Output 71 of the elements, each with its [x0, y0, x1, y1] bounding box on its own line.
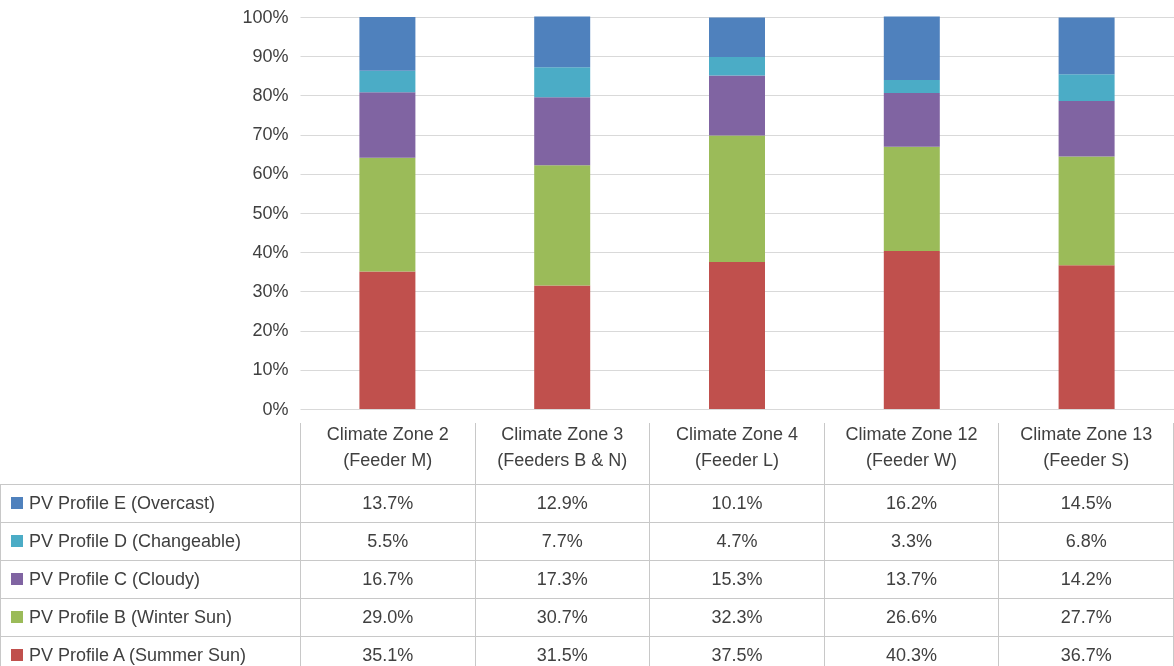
- legend-label: PV Profile D (Changeable): [0, 522, 301, 561]
- y-tick-label: 60%: [252, 163, 289, 184]
- data-label: 5.5%: [300, 522, 476, 561]
- data-label: 13.7%: [824, 560, 999, 599]
- bar: [709, 56, 765, 76]
- x-tick-label: Climate Zone 2 (Feeder M): [300, 409, 476, 485]
- x-tick-label: Climate Zone 3 (Feeders B & N): [475, 409, 650, 485]
- data-label: 12.9%: [475, 484, 650, 523]
- data-label: 36.7%: [998, 636, 1174, 666]
- y-tick-label: 90%: [252, 45, 289, 66]
- bar: [883, 251, 940, 409]
- data-label: 29.0%: [300, 598, 476, 637]
- bar: [1058, 265, 1115, 409]
- data-label: 16.2%: [824, 484, 999, 523]
- x-tick-label: Climate Zone 4 (Feeder L): [649, 409, 825, 485]
- data-label: 27.7%: [998, 598, 1174, 637]
- bar: [709, 75, 765, 136]
- x-tick-label: Climate Zone 13 (Feeder S): [998, 409, 1174, 485]
- bar: [883, 93, 940, 147]
- data-label: 4.7%: [649, 522, 825, 561]
- legend-label: PV Profile A (Summer Sun): [0, 636, 301, 666]
- bar: [534, 165, 591, 286]
- data-label: 31.5%: [475, 636, 650, 666]
- bar: [359, 70, 416, 93]
- data-label: 14.5%: [998, 484, 1174, 523]
- data-label: 6.8%: [998, 522, 1174, 561]
- y-tick-label: 30%: [252, 280, 289, 301]
- data-label: 40.3%: [824, 636, 999, 666]
- legend-label: PV Profile C (Cloudy): [0, 560, 301, 599]
- y-tick-label: 10%: [252, 359, 289, 380]
- y-tick-label: 100%: [242, 6, 289, 27]
- y-tick-label: 80%: [252, 84, 289, 105]
- bar: [534, 97, 591, 166]
- data-label: 14.2%: [998, 560, 1174, 599]
- data-label: 17.3%: [475, 560, 650, 599]
- bar: [1058, 17, 1115, 75]
- bar: [359, 271, 416, 409]
- bar: [1058, 156, 1115, 266]
- data-label: 10.1%: [649, 484, 825, 523]
- bar: [883, 146, 940, 252]
- bar: [709, 262, 765, 409]
- y-tick-label: 40%: [252, 241, 289, 262]
- bar: [1058, 100, 1115, 157]
- bar: [709, 135, 765, 262]
- bar: [534, 285, 591, 409]
- bar: [534, 67, 591, 98]
- legend-label: PV Profile E (Overcast): [0, 484, 301, 523]
- bar: [359, 157, 416, 272]
- legend-label: PV Profile B (Winter Sun): [0, 598, 301, 637]
- x-tick-label: Climate Zone 12 (Feeder W): [824, 409, 999, 485]
- bar: [534, 16, 591, 68]
- data-label: 3.3%: [824, 522, 999, 561]
- data-label: 35.1%: [300, 636, 476, 666]
- bar: [359, 17, 416, 71]
- data-label: 16.7%: [300, 560, 476, 599]
- data-label: 15.3%: [649, 560, 825, 599]
- data-label: 26.6%: [824, 598, 999, 637]
- bar: [883, 16, 940, 81]
- bar: [709, 17, 765, 57]
- data-label: 13.7%: [300, 484, 476, 523]
- bar: [359, 92, 416, 158]
- bar: [883, 80, 940, 94]
- bar: [1058, 74, 1115, 101]
- data-label: 32.3%: [649, 598, 825, 637]
- y-tick-label: 50%: [252, 202, 289, 223]
- y-tick-label: 70%: [252, 124, 289, 145]
- y-tick-label: 20%: [252, 320, 289, 341]
- y-tick-label: 0%: [262, 398, 289, 419]
- data-label: 7.7%: [475, 522, 650, 561]
- data-label: 30.7%: [475, 598, 650, 637]
- data-label: 37.5%: [649, 636, 825, 666]
